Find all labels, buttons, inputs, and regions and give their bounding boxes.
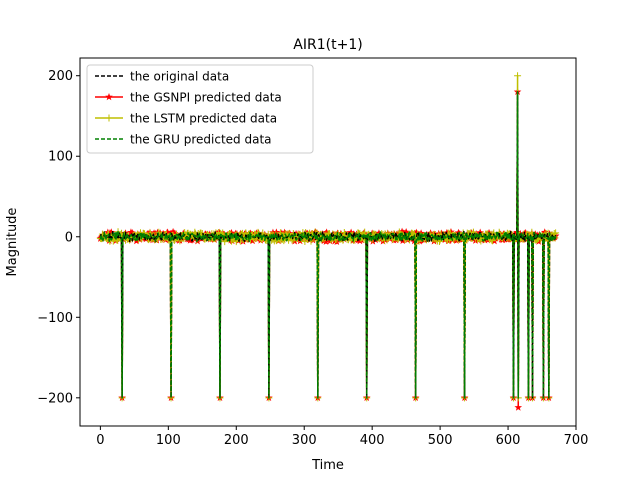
x-tick-label: 700 [564,433,589,448]
legend-label: the GRU predicted data [130,133,272,147]
x-tick-label: 0 [96,433,104,448]
y-axis: −200 −100 0 100 200 [37,69,80,406]
x-tick-label: 100 [156,433,181,448]
x-tick-label: 500 [428,433,453,448]
y-tick-label: 100 [48,150,73,165]
legend-entry: the original data [95,70,229,84]
y-tick-label: 200 [48,69,73,84]
series-the-gru-predicted-data [99,91,557,399]
x-tick-label: 400 [360,433,385,448]
y-tick-label: −200 [37,391,73,406]
legend-entry: the GRU predicted data [95,133,272,147]
y-tick-label: −100 [37,311,73,326]
legend-label: the original data [130,70,229,84]
legend: the original data the GSNPI predicted dat… [86,64,314,154]
legend-marker [105,114,113,122]
x-tick-label: 300 [292,433,317,448]
chart-title: AIR1(t+1) [293,37,362,53]
x-axis: 0 100 200 300 400 500 600 700 [96,426,588,448]
legend-entry: the LSTM predicted data [95,112,277,126]
y-axis-title: Magnitude [5,208,20,277]
x-tick-label: 600 [496,433,521,448]
legend-label: the GSNPI predicted data [130,91,282,105]
legend-label: the LSTM predicted data [130,112,277,126]
legend-box [86,64,314,154]
x-axis-title: Time [311,458,344,473]
x-tick-label: 200 [224,433,249,448]
y-tick-label: 0 [65,230,73,245]
legend-entry: the GSNPI predicted data [95,91,282,105]
plot-frame [79,57,577,427]
plot-area [96,72,560,411]
series-line [99,91,557,399]
legend-marker [105,93,113,101]
